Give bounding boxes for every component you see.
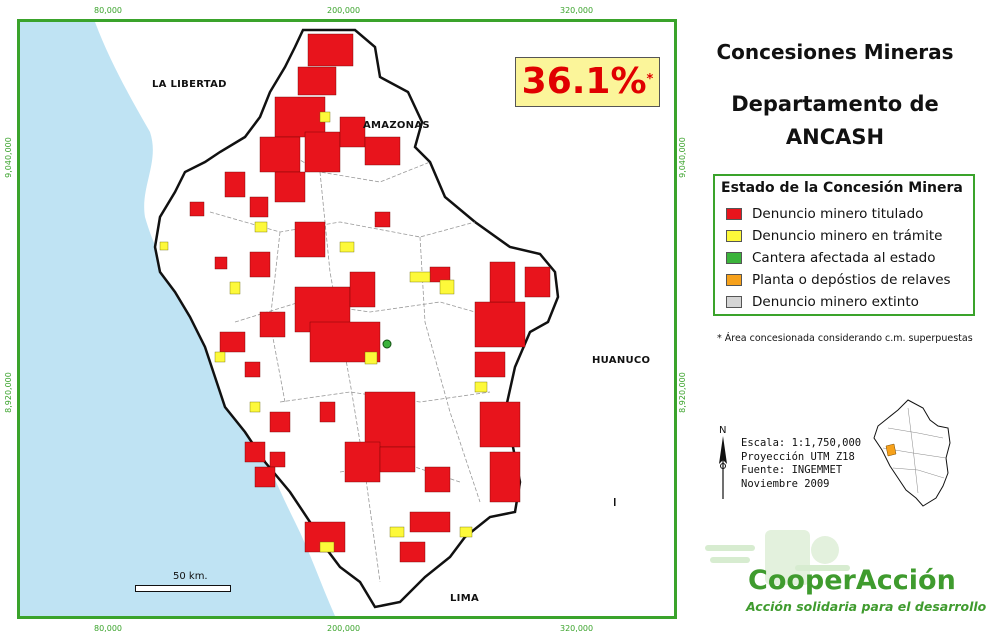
legend-item-titulado: Denuncio minero titulado xyxy=(726,205,923,223)
concession-percentage: 36.1% xyxy=(521,61,647,102)
legend-label-cantera: Cantera afectada al estado xyxy=(752,250,936,266)
tick-x-top-2: 200,000 xyxy=(327,6,361,15)
legend-item-extinto: Denuncio minero extinto xyxy=(726,293,919,311)
tick-x-bottom-3: 320,000 xyxy=(560,624,594,633)
info-source: Fuente: INGEMMET xyxy=(741,464,843,476)
panel-title-line1: Concesiones Mineras xyxy=(716,40,954,64)
tick-x-bottom-1: 80,000 xyxy=(94,624,122,633)
swatch-titulado xyxy=(726,208,742,220)
tick-x-top-3: 320,000 xyxy=(560,6,594,15)
info-date: Noviembre 2009 xyxy=(741,477,830,490)
panel-title-line2: Departamento de xyxy=(731,92,939,116)
footnote: * Área concesionada considerando c.m. su… xyxy=(717,333,973,344)
tick-y-left-1: 9,040,000 xyxy=(3,137,13,178)
swatch-extinto xyxy=(726,296,742,308)
swatch-tramite xyxy=(726,230,742,242)
brand-emblem-icon xyxy=(705,530,850,585)
scale-label: 50 km. xyxy=(173,571,208,582)
info-scale: Escala: 1:1,750,000 xyxy=(741,437,862,449)
brand-name: CooperAcción xyxy=(748,565,956,596)
region-label-la-libertad: LA LIBERTAD xyxy=(152,79,227,90)
legend-item-planta: Planta o depóstios de relaves xyxy=(726,271,951,289)
map-canvas xyxy=(20,22,616,616)
map-frame xyxy=(17,19,677,619)
scale-bar-graphic xyxy=(135,585,231,592)
swatch-cantera xyxy=(726,252,742,264)
percentage-footnote-mark: * xyxy=(646,72,654,87)
tick-y-right-2: 8,920,000 xyxy=(677,372,687,413)
map-info: Escala: 1:1,750,000 Proyección UTM Z18 F… xyxy=(741,437,861,491)
brand-tagline: Acción solidaria para el desarrollo xyxy=(746,599,987,614)
info-projection: Proyección UTM Z18 xyxy=(741,450,855,463)
tick-x-top-1: 80,000 xyxy=(94,6,122,15)
legend-label-tramite: Denuncio minero en trámite xyxy=(752,228,943,244)
legend-item-tramite: Denuncio minero en trámite xyxy=(726,227,942,245)
ancash-outline xyxy=(153,28,560,609)
north-label: N xyxy=(719,425,726,436)
legend-label-extinto: Denuncio minero extinto xyxy=(752,294,919,310)
region-label-huanuco: HUANUCO xyxy=(592,355,651,366)
legend-title: Estado de la Concesión Minera xyxy=(721,180,963,196)
panel-title-line3: ANCASH xyxy=(785,125,885,149)
concession-percentage-box: 36.1%* xyxy=(515,57,660,107)
legend: Estado de la Concesión Minera Denuncio m… xyxy=(713,174,975,316)
north-arrow-icon: N xyxy=(719,425,727,499)
swatch-planta xyxy=(726,274,742,286)
cantera-marker xyxy=(382,339,392,349)
tick-x-bottom-2: 200,000 xyxy=(327,624,361,633)
legend-item-cantera: Cantera afectada al estado xyxy=(726,249,935,267)
region-label-amazonas: AMAZONAS xyxy=(363,120,430,131)
peru-locator-map xyxy=(873,399,951,507)
legend-label-titulado: Denuncio minero titulado xyxy=(752,206,924,222)
region-label-lima: LIMA xyxy=(450,593,479,604)
tick-y-left-2: 8,920,000 xyxy=(3,372,13,413)
legend-label-planta: Planta o depóstios de relaves xyxy=(752,272,951,288)
